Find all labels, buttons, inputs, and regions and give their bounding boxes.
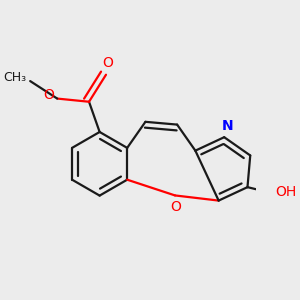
- Text: OH: OH: [276, 185, 297, 200]
- Text: N: N: [222, 119, 233, 133]
- Text: O: O: [43, 88, 54, 102]
- Text: O: O: [171, 200, 182, 214]
- Text: O: O: [103, 56, 113, 70]
- Text: CH₃: CH₃: [3, 71, 26, 84]
